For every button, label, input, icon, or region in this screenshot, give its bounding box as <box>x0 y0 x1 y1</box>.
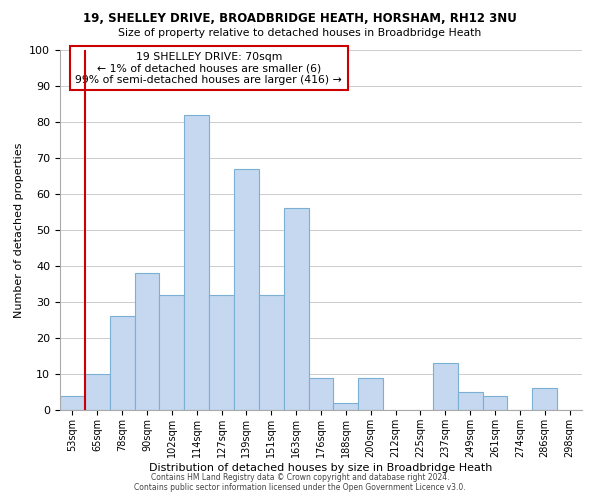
Bar <box>134 273 160 410</box>
Bar <box>308 378 334 410</box>
Bar <box>532 388 557 410</box>
Text: 19, SHELLEY DRIVE, BROADBRIDGE HEATH, HORSHAM, RH12 3NU: 19, SHELLEY DRIVE, BROADBRIDGE HEATH, HO… <box>83 12 517 26</box>
Bar <box>284 208 308 410</box>
Text: Contains HM Land Registry data © Crown copyright and database right 2024.
Contai: Contains HM Land Registry data © Crown c… <box>134 473 466 492</box>
Bar <box>433 363 458 410</box>
Bar <box>259 295 284 410</box>
Bar <box>110 316 134 410</box>
Bar <box>209 295 234 410</box>
Bar <box>60 396 85 410</box>
Bar <box>482 396 508 410</box>
X-axis label: Distribution of detached houses by size in Broadbridge Heath: Distribution of detached houses by size … <box>149 462 493 472</box>
Bar <box>334 403 358 410</box>
Bar <box>234 169 259 410</box>
Bar <box>85 374 110 410</box>
Bar <box>358 378 383 410</box>
Text: 19 SHELLEY DRIVE: 70sqm
← 1% of detached houses are smaller (6)
99% of semi-deta: 19 SHELLEY DRIVE: 70sqm ← 1% of detached… <box>76 52 342 85</box>
Bar <box>458 392 482 410</box>
Text: Size of property relative to detached houses in Broadbridge Heath: Size of property relative to detached ho… <box>118 28 482 38</box>
Bar <box>160 295 184 410</box>
Y-axis label: Number of detached properties: Number of detached properties <box>14 142 24 318</box>
Bar <box>184 115 209 410</box>
